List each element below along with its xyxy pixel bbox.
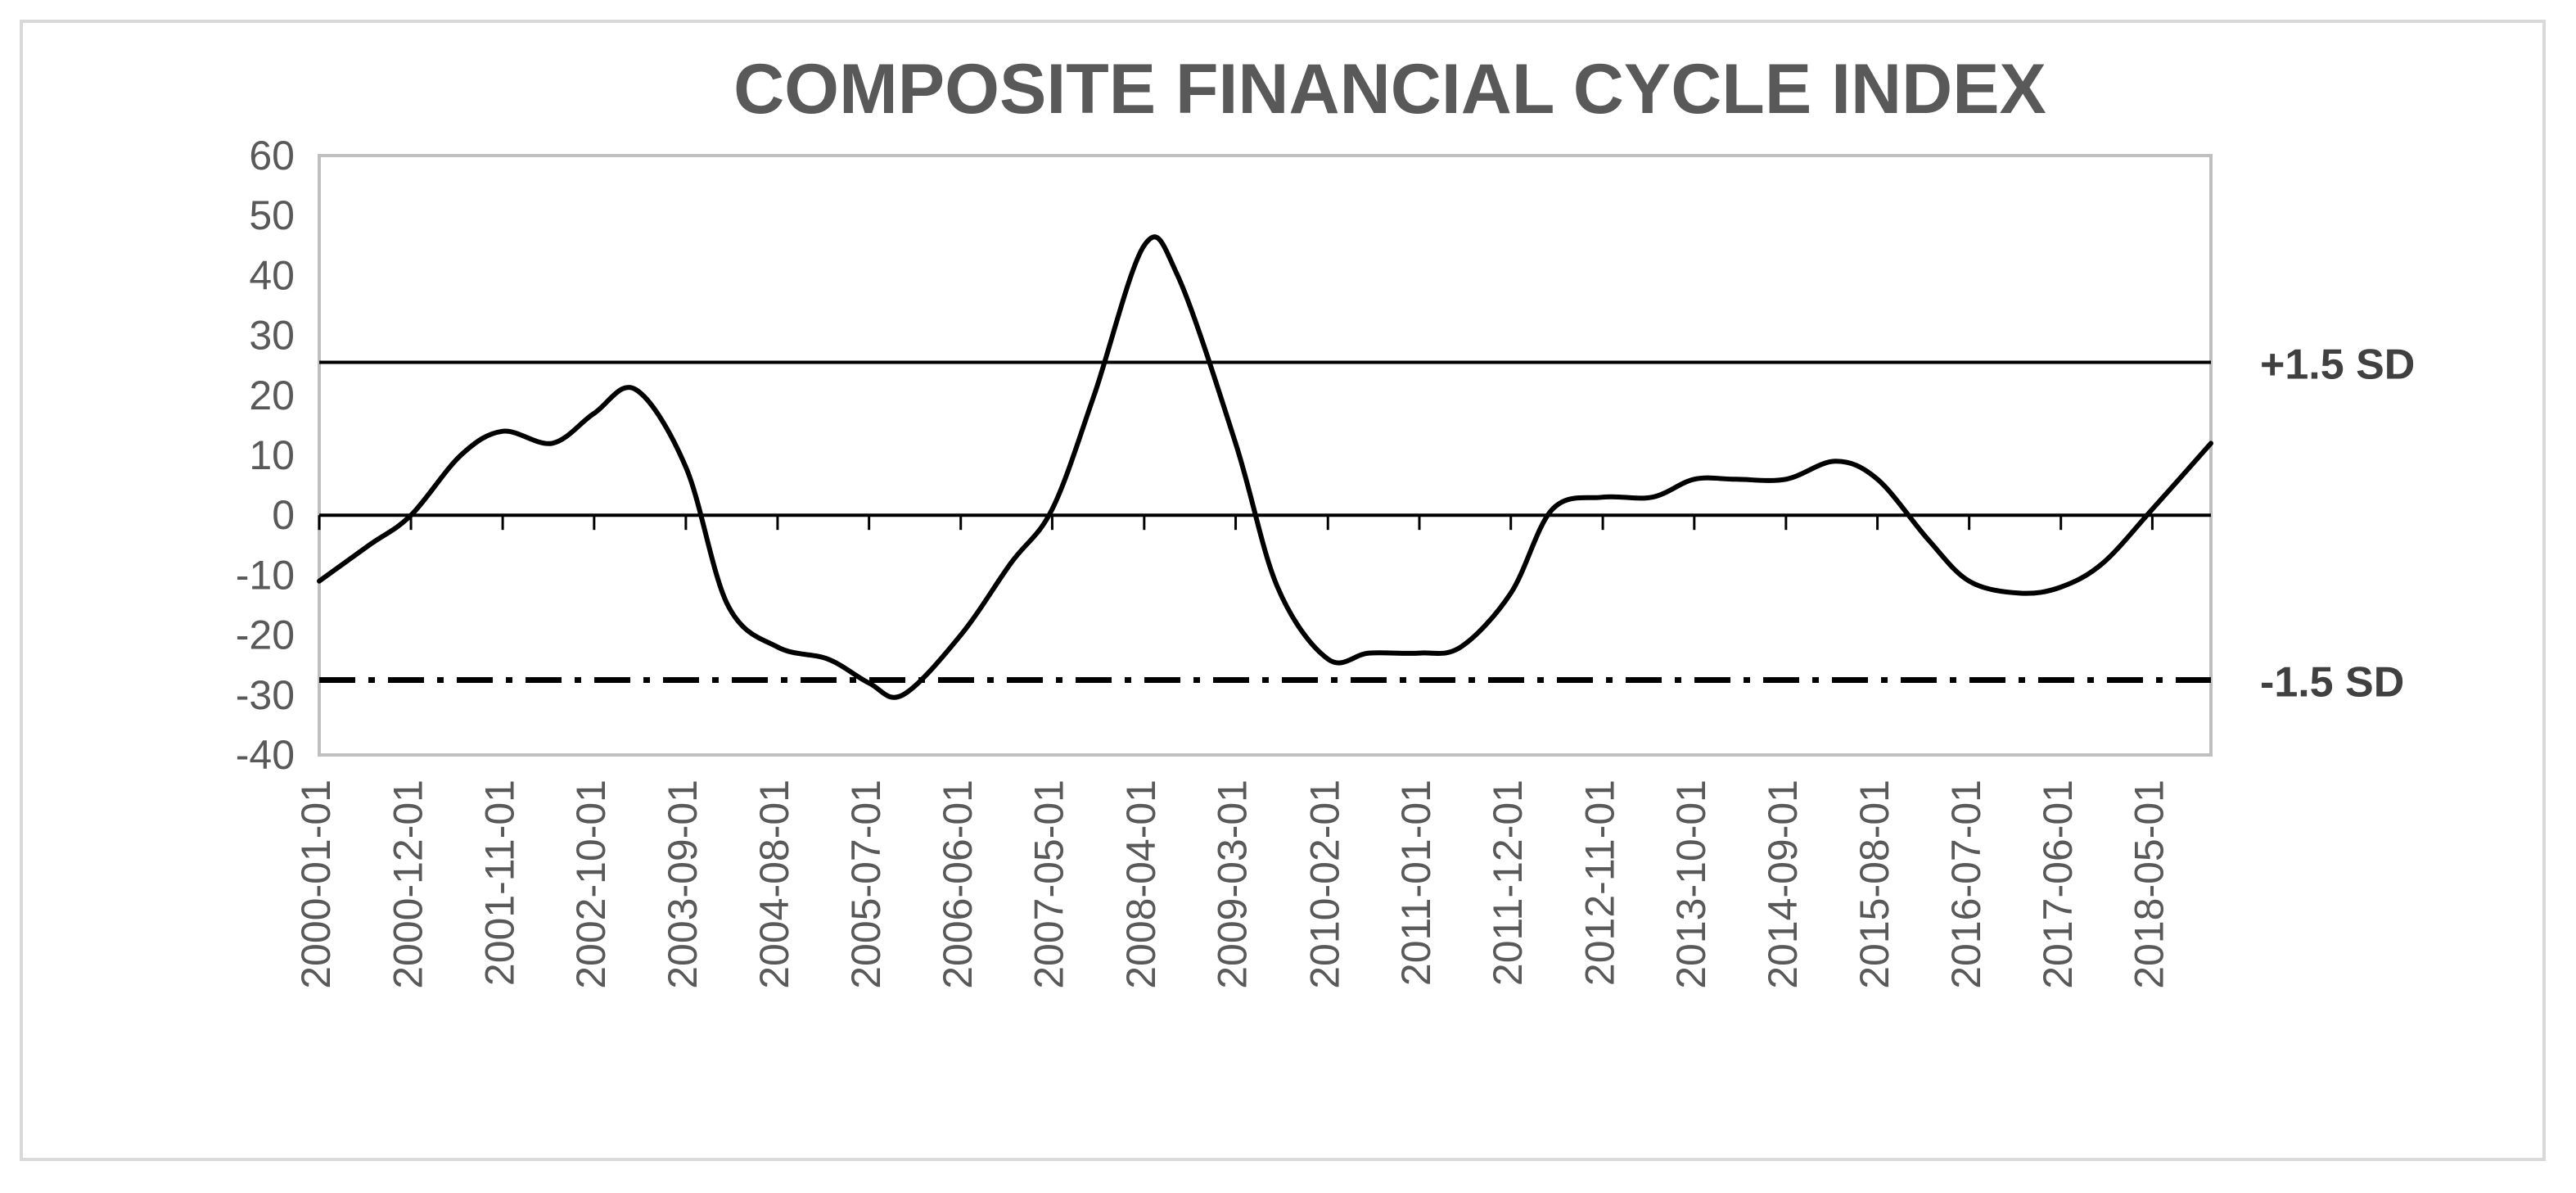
- x-axis-ticks: 2000-01-01 2000-12-01 2001-11-01 2002-10-01…: [293, 515, 2172, 989]
- y-tick-label: 30: [249, 313, 295, 359]
- x-tick-label: 2010-02-01: [1302, 780, 1347, 989]
- x-tick-label: 2007-05-01: [1026, 780, 1072, 989]
- reference-lines: +1.5 SD -1.5 SD: [319, 341, 2415, 707]
- series-line: [317, 234, 2213, 700]
- reference-line-label: -1.5 SD: [2260, 659, 2404, 707]
- plot-area-border: [318, 154, 2213, 757]
- x-tick-label: 2013-10-01: [1668, 780, 1714, 989]
- x-tick-label: 2016-07-01: [1943, 780, 1989, 989]
- reference-line-label: +1.5 SD: [2260, 341, 2415, 389]
- x-tick-label: 2004-08-01: [751, 780, 797, 989]
- y-tick-label: -30: [236, 672, 295, 718]
- x-tick-label: 2018-05-01: [2127, 780, 2172, 989]
- x-tick-label: 2003-09-01: [660, 780, 706, 989]
- x-tick-label: 2011-12-01: [1485, 780, 1531, 986]
- x-tick-label: 2000-12-01: [385, 780, 431, 989]
- x-tick-label: 2008-04-01: [1118, 780, 1164, 989]
- x-tick-label: 2015-08-01: [1852, 780, 1897, 989]
- chart-title: COMPOSITE FINANCIAL CYCLE INDEX: [733, 50, 2046, 129]
- y-tick-label: 60: [249, 133, 295, 178]
- y-tick-label: -20: [236, 612, 295, 658]
- x-tick-label: 2005-07-01: [843, 780, 889, 989]
- chart-svg: COMPOSITE FINANCIAL CYCLE INDEX +1.5 SD -…: [236, 50, 2416, 989]
- x-tick-label: 2014-09-01: [1760, 780, 1806, 989]
- x-tick-label: 2017-06-01: [2035, 780, 2081, 989]
- x-tick-label: 2000-01-01: [293, 780, 339, 989]
- x-tick-label: 2006-06-01: [935, 780, 981, 989]
- series-layer: [317, 234, 2213, 700]
- y-tick-label: 50: [249, 192, 295, 238]
- chart-frame: COMPOSITE FINANCIAL CYCLE INDEX +1.5 SD -…: [20, 20, 2546, 1161]
- x-tick-label: 2002-10-01: [568, 780, 614, 989]
- y-tick-label: 40: [249, 252, 295, 298]
- y-tick-label: 20: [249, 373, 295, 418]
- x-tick-label: 2001-11-01: [476, 780, 522, 986]
- x-tick-label: 2009-03-01: [1210, 780, 1256, 989]
- y-axis-ticks: 60 50 40 30 20 10 0 -10 -20 -30 -40: [236, 133, 295, 778]
- y-tick-label: -10: [236, 552, 295, 598]
- y-tick-label: 10: [249, 432, 295, 478]
- x-tick-label: 2011-01-01: [1393, 780, 1439, 986]
- x-tick-label: 2012-11-01: [1577, 780, 1622, 986]
- y-tick-label: 0: [272, 492, 295, 538]
- y-tick-label: -40: [236, 732, 295, 778]
